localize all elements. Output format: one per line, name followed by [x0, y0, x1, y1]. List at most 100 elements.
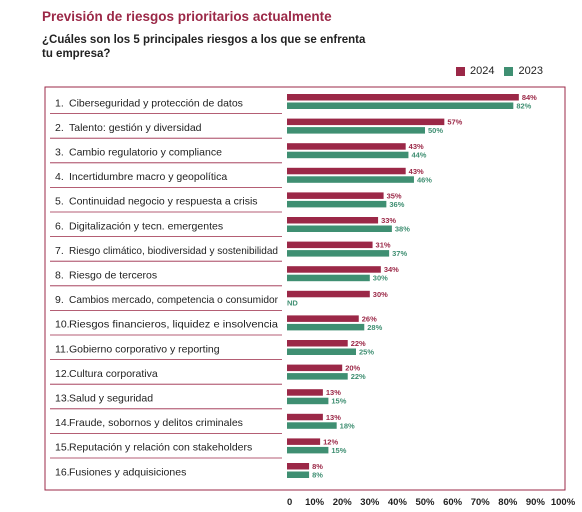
chart-title: Previsión de riesgos prioritarios actual… [42, 9, 332, 24]
x-tick-label: 80% [498, 497, 518, 508]
bar-2024 [287, 315, 359, 322]
category-label: Talento: gestión y diversidad [69, 122, 202, 134]
legend-label-2024: 2024 [470, 65, 495, 77]
category-label: Continuidad negocio y respuesta a crisis [69, 196, 258, 208]
bar-2024 [287, 463, 310, 470]
data-label-2024: 13% [326, 388, 341, 397]
category-number: 8. [55, 270, 64, 282]
category-number: 15. [55, 442, 70, 454]
data-label-2024: 22% [351, 339, 366, 348]
data-label-2023: 25% [359, 348, 374, 357]
data-label-2024: 12% [323, 437, 338, 446]
bar-2024 [287, 413, 323, 421]
category-label: Gobierno corporativo y reporting [69, 343, 220, 355]
bar-2023 [287, 397, 329, 405]
data-label-2023: ND [287, 298, 298, 307]
x-tick-label: 70% [471, 497, 491, 508]
data-label-2023: 28% [367, 323, 382, 332]
category-number: 14. [55, 417, 70, 429]
bar-2024 [287, 290, 370, 298]
category-label: Cambio regulatorio y compliance [69, 147, 222, 159]
x-tick-label: 90% [526, 497, 546, 508]
category-label: Fusiones y adquisiciones [69, 466, 186, 478]
category-label: Fraude, sobornos y delitos criminales [69, 417, 243, 429]
data-label-2024: 13% [326, 413, 341, 422]
x-tick-label: 10% [305, 497, 325, 508]
data-label-2024: 34% [384, 265, 399, 274]
data-label-2024: 35% [387, 191, 402, 200]
x-tick-label: 50% [415, 497, 435, 508]
category-label: Riesgo climático, biodiversidad y sosten… [69, 245, 278, 257]
category-label: Cultura corporativa [69, 368, 158, 380]
bar-2024 [287, 389, 323, 396]
data-label-2023: 46% [417, 175, 432, 184]
category-number: 10. [55, 319, 70, 331]
bar-2023 [287, 127, 425, 134]
x-tick-label: 20% [333, 497, 353, 508]
x-tick-label: 100% [551, 497, 576, 508]
category-number: 9. [55, 294, 64, 306]
chart-frame [44, 86, 566, 491]
bar-2023 [287, 274, 370, 282]
bar-2024 [287, 94, 519, 101]
data-label-2023: 44% [411, 151, 426, 160]
category-number: 12. [55, 368, 70, 380]
x-tick-label: 60% [443, 497, 463, 508]
bar-2023 [287, 102, 514, 109]
bar-2024 [287, 192, 384, 199]
category-number: 5. [55, 196, 64, 208]
bar-2023 [287, 323, 365, 331]
bar-2024 [287, 118, 445, 126]
legend-label-2023: 2023 [518, 65, 543, 77]
x-tick-label: 40% [388, 497, 408, 508]
category-number: 2. [55, 122, 64, 134]
x-tick-label: 30% [360, 497, 380, 508]
category-number: 4. [55, 171, 64, 183]
category-label: Incertidumbre macro y geopolítica [69, 171, 227, 183]
bar-2023 [287, 176, 414, 183]
category-number: 13. [55, 393, 70, 405]
bar-2023 [287, 446, 329, 454]
bar-2023 [287, 250, 390, 257]
bar-2024 [287, 364, 343, 372]
category-number: 7. [55, 245, 64, 257]
data-label-2024: 20% [345, 364, 360, 373]
bar-2023 [287, 151, 409, 159]
category-label: Riesgo de terceros [69, 270, 157, 282]
data-label-2023: 22% [351, 372, 366, 381]
data-label-2024: 33% [381, 216, 396, 225]
category-number: 11. [55, 343, 69, 355]
category-label: Ciberseguridad y protección de datos [69, 97, 243, 109]
category-label: Digitalización y tecn. emergentes [69, 220, 223, 232]
category-number: 3. [55, 147, 64, 159]
chart-subtitle: ¿Cuáles son los 5 principales riesgos a … [42, 34, 366, 60]
data-label-2023: 15% [331, 446, 346, 455]
data-label-2023: 30% [373, 274, 388, 283]
data-label-2024: 43% [409, 142, 424, 151]
bar-2023 [287, 471, 310, 478]
bar-2024 [287, 438, 321, 445]
bar-2024 [287, 266, 381, 273]
category-number: 16. [55, 466, 70, 478]
category-label: Reputación y relación con stakeholders [69, 442, 252, 454]
data-label-2023: 38% [395, 225, 410, 234]
chart-legend: 2024 2023 [456, 65, 553, 77]
data-label-2023: 82% [516, 102, 531, 111]
category-label: Salud y seguridad [69, 393, 153, 405]
bar-2024 [287, 217, 379, 224]
legend-swatch-2023 [504, 66, 514, 76]
category-number: 6. [55, 220, 64, 232]
data-label-2023: 8% [312, 471, 323, 480]
bar-2024 [287, 167, 406, 175]
category-label: Riesgos financieros, liquidez e insolven… [69, 319, 278, 331]
data-label-2023: 18% [340, 421, 355, 430]
data-label-2023: 15% [331, 397, 346, 406]
category-number: 1. [55, 97, 64, 109]
bar-2023 [287, 373, 348, 380]
legend-item-2024: 2024 [456, 65, 494, 77]
bar-2023 [287, 225, 392, 232]
bar-2024 [287, 241, 373, 249]
bar-2024 [287, 340, 348, 347]
legend-item-2023: 2023 [504, 65, 543, 77]
